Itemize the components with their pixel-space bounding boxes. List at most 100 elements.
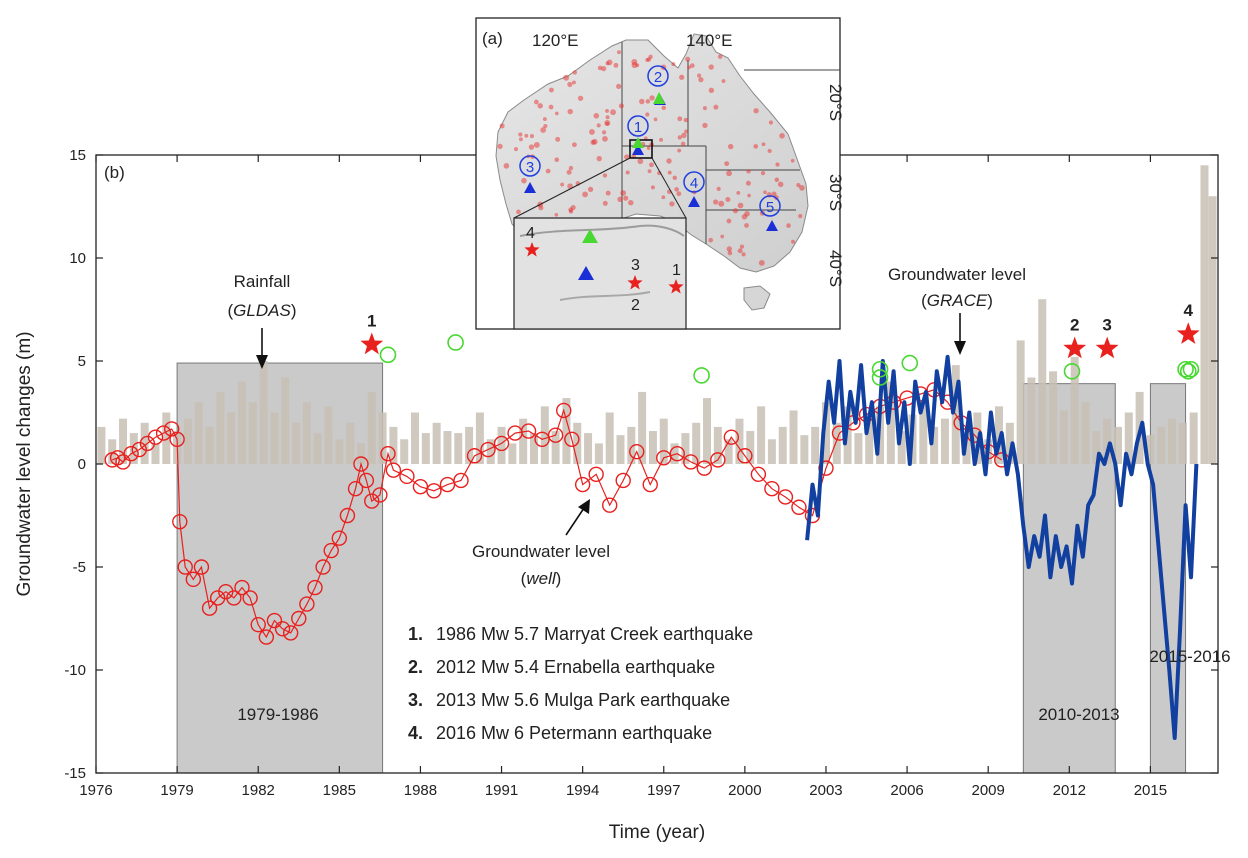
inset-well-dot xyxy=(786,223,791,228)
inset-stations: 1 2 3 4 5 xyxy=(519,65,781,231)
earthquake-star-1 xyxy=(360,332,384,355)
rainfall-bar xyxy=(421,433,430,464)
inset-well-dot xyxy=(725,196,731,203)
well-point xyxy=(347,481,364,497)
green-circle xyxy=(379,346,397,364)
inset-well-dot xyxy=(639,98,645,105)
inset-well-dot xyxy=(540,127,547,133)
inset-well-dot xyxy=(587,186,594,193)
rainfall-bar xyxy=(1200,165,1209,465)
inset-well-dot xyxy=(572,70,578,75)
rainfall-bar xyxy=(270,412,279,464)
well-point xyxy=(385,462,402,478)
well-line xyxy=(111,389,1003,639)
zoom-label-4: 4 xyxy=(526,225,535,242)
inset-well-dot xyxy=(554,111,559,116)
rainfall-bar xyxy=(692,422,701,464)
zoom-terrain xyxy=(519,224,685,237)
well-point xyxy=(520,423,537,439)
station-circle-1 xyxy=(627,115,649,137)
rainfall-bar xyxy=(162,412,171,464)
well-point xyxy=(307,579,323,596)
inset-well-dot xyxy=(681,132,687,139)
inset-well-dot xyxy=(683,117,689,123)
inset-well-dot xyxy=(628,199,634,206)
inset-well-dot xyxy=(767,148,772,153)
well-point xyxy=(258,629,275,645)
inset-well-dot xyxy=(601,130,607,135)
rainfall-bar xyxy=(497,426,506,464)
well-point xyxy=(177,559,193,575)
zoom-box xyxy=(629,139,653,159)
rainfall-bar xyxy=(1168,418,1177,464)
inset-well-dot xyxy=(684,129,689,134)
inset-well-dot xyxy=(674,187,679,192)
well-point xyxy=(818,460,834,476)
inset-well-dot xyxy=(689,63,695,68)
inset-well-dot xyxy=(671,62,676,67)
inset-well-dot xyxy=(777,181,784,188)
rainfall-bar xyxy=(248,402,257,464)
station-triangle-1 xyxy=(632,144,644,155)
inset-well-dot xyxy=(737,248,743,254)
well-point xyxy=(777,489,794,505)
rainfall-bar xyxy=(216,391,225,464)
inset-well-dot xyxy=(601,65,607,72)
rainfall-bar xyxy=(594,443,603,464)
well-point xyxy=(172,513,188,530)
well-point xyxy=(493,435,510,452)
rainfall-bar xyxy=(1124,412,1133,464)
well-point xyxy=(642,476,658,493)
station-triangle-3 xyxy=(524,182,536,193)
inset-well-dot xyxy=(732,208,739,214)
inset-well-dot xyxy=(726,218,732,224)
inset-well-dot xyxy=(577,95,584,101)
well-point xyxy=(123,446,139,462)
inset-well-dot xyxy=(649,95,655,101)
inset-well-dot xyxy=(736,191,741,195)
inset-well-dot xyxy=(747,193,751,198)
inset-well-dot xyxy=(685,56,691,62)
inset-well-dot xyxy=(499,123,505,129)
inset-well-dot xyxy=(753,108,759,114)
x-tick-label: 2015 xyxy=(1134,782,1167,799)
inset-well-dot xyxy=(708,64,714,70)
zoom-green-triangle xyxy=(582,229,598,243)
inset-well-dot xyxy=(582,191,589,198)
rainfall-bar xyxy=(1081,402,1090,464)
rainfall-bar xyxy=(551,431,560,464)
rainfall-bar xyxy=(1059,410,1068,464)
inset-well-dot xyxy=(760,170,766,176)
zoom-line-right xyxy=(651,157,687,219)
inset-well-dot xyxy=(624,154,630,160)
inset-well-dot xyxy=(687,65,691,70)
well-point xyxy=(426,483,442,499)
inset-well-dot xyxy=(571,80,576,85)
inset-well-dot xyxy=(680,141,686,147)
inset-well-dot xyxy=(720,234,725,239)
well-point xyxy=(323,542,339,559)
earthquake-star-2 xyxy=(1063,336,1087,359)
well-point xyxy=(737,448,753,464)
x-tick-label: 2000 xyxy=(728,782,761,799)
well-point xyxy=(315,559,331,575)
inset-well-dot xyxy=(563,74,570,81)
rainfall-bar xyxy=(400,439,409,464)
rainfall-bar xyxy=(703,398,712,464)
period-labels: 1979-1986 2010-2013 2015-2016 xyxy=(237,647,1230,724)
well-point xyxy=(656,450,672,466)
inset-well-dot xyxy=(677,135,682,140)
zoom-panel xyxy=(513,217,687,330)
inset-well-dot xyxy=(779,133,785,139)
rainfall-bar xyxy=(411,412,420,464)
green-circle xyxy=(693,367,710,384)
grace-annotation-line1: Groundwater level xyxy=(888,265,1026,284)
inset-well-dot xyxy=(677,148,682,153)
zoom-label-2: 2 xyxy=(631,297,640,314)
rainfall-bar xyxy=(302,402,311,464)
well-point xyxy=(588,466,604,482)
inset-well-dot xyxy=(554,157,560,163)
well-annotation-line2: (well) xyxy=(521,569,562,588)
inset-well-dot xyxy=(589,129,595,135)
rainfall-bar xyxy=(648,431,657,464)
